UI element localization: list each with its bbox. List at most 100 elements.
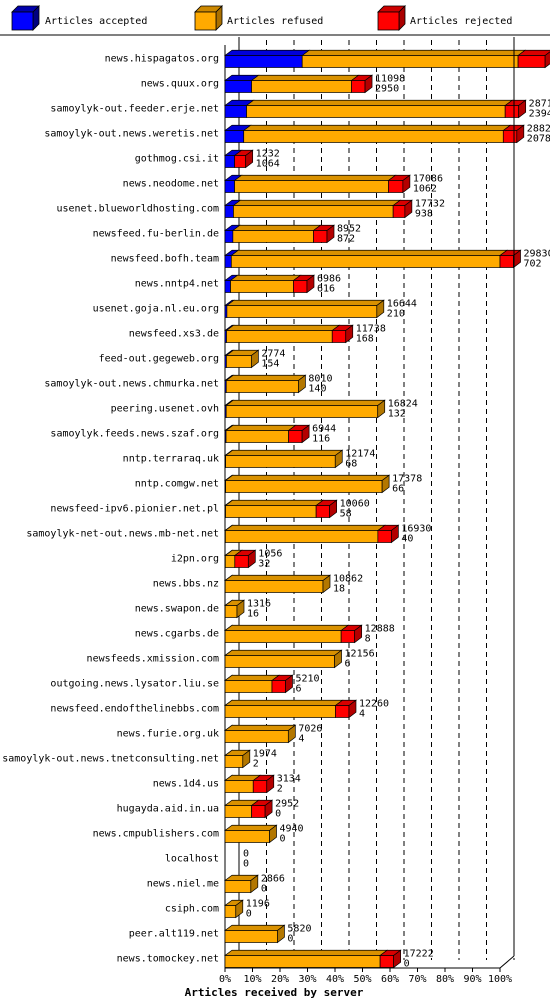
x-tick-label: 30% bbox=[298, 974, 316, 985]
bar-row bbox=[223, 574, 332, 594]
bar-rejected bbox=[335, 705, 350, 718]
bar-refused-top bbox=[224, 674, 281, 681]
server-label: news.furie.org.uk bbox=[117, 729, 219, 740]
bar-row bbox=[223, 924, 286, 944]
bar-refused bbox=[224, 705, 336, 718]
value-label-top: 10060 bbox=[340, 499, 370, 510]
value-label-bottom: 140 bbox=[308, 384, 326, 395]
bar-row bbox=[223, 724, 297, 744]
value-label-bottom: 2 bbox=[253, 759, 259, 770]
bar-row bbox=[223, 399, 386, 419]
server-label: news.hispagatos.org bbox=[105, 54, 219, 65]
value-label-top: 2774 bbox=[261, 349, 285, 360]
bar-refused bbox=[301, 55, 519, 68]
value-label-top: 1316 bbox=[247, 599, 271, 610]
bar-end-side bbox=[301, 424, 310, 444]
value-label-bottom: 210 bbox=[387, 309, 405, 320]
legend-refused-swatch-face bbox=[194, 11, 217, 31]
bar-rejected bbox=[252, 780, 268, 793]
server-label: peering.usenet.ovh bbox=[111, 404, 219, 415]
value-label-top: 6986 bbox=[317, 274, 341, 285]
value-label-bottom: 1064 bbox=[256, 159, 280, 170]
value-label-bottom: 6 bbox=[345, 659, 351, 670]
bar-row bbox=[223, 749, 251, 769]
bar-row bbox=[223, 124, 525, 144]
bar-refused bbox=[224, 655, 335, 668]
legend-rejected-swatch-face bbox=[377, 11, 400, 31]
bar-end-side bbox=[376, 299, 385, 319]
bar-rejected bbox=[288, 430, 303, 443]
server-label: news.tomockey.net bbox=[117, 954, 219, 965]
bar-refused-top bbox=[224, 424, 297, 431]
value-label-bottom: 8 bbox=[365, 634, 371, 645]
bar-refused-top bbox=[301, 49, 527, 56]
value-label-top: 1232 bbox=[256, 149, 280, 160]
bar-refused-top bbox=[229, 274, 302, 281]
bar-end-side bbox=[322, 574, 331, 594]
bar-accepted bbox=[224, 180, 235, 193]
bar-refused bbox=[224, 930, 278, 943]
x-tick-label: 80% bbox=[436, 974, 454, 985]
bar-row bbox=[223, 774, 275, 794]
value-label-bottom: 872 bbox=[337, 234, 355, 245]
bar-row bbox=[223, 474, 391, 494]
server-label: samoylyk-out.feeder.erje.net bbox=[50, 104, 219, 115]
value-label-bottom: 32 bbox=[258, 559, 270, 570]
server-label: peer.alt119.net bbox=[129, 929, 219, 940]
legend-accepted-swatch-face bbox=[11, 11, 34, 31]
value-label-top: 8010 bbox=[308, 374, 332, 385]
bar-refused bbox=[225, 455, 336, 468]
bar-refused-top bbox=[224, 499, 325, 506]
value-label-bottom: 0 bbox=[287, 934, 293, 945]
value-label-top: 12156 bbox=[345, 649, 375, 660]
server-label: usenet.blueworldhosting.com bbox=[56, 204, 219, 215]
server-label: newsfeed.fu-berlin.de bbox=[93, 229, 219, 240]
server-label: hugayda.aid.in.ua bbox=[117, 804, 219, 815]
bar-end-side bbox=[235, 899, 244, 919]
value-label-bottom: 0 bbox=[275, 809, 281, 820]
bar-rejected bbox=[504, 105, 520, 118]
server-label: csiph.com bbox=[165, 904, 219, 915]
bar-end-side bbox=[516, 124, 525, 144]
bar-end-side bbox=[298, 374, 306, 394]
bar-end-side bbox=[250, 874, 259, 894]
value-label-bottom: 0 bbox=[404, 959, 410, 970]
bar-refused bbox=[230, 280, 294, 293]
bar-refused bbox=[225, 505, 317, 518]
bar-row bbox=[223, 549, 257, 569]
server-label: newsfeed.endofthelinebbs.com bbox=[50, 704, 219, 715]
bar-refused bbox=[224, 955, 381, 968]
value-label-top: 28820 bbox=[527, 124, 550, 135]
value-label-bottom: 0 bbox=[246, 909, 252, 920]
value-label-bottom: 2078 bbox=[527, 134, 550, 145]
bar-refused-top bbox=[224, 649, 343, 656]
bar-accepted bbox=[224, 230, 234, 243]
bar-refused bbox=[224, 780, 254, 793]
value-label-bottom: 132 bbox=[388, 409, 406, 420]
bar-end-side bbox=[251, 349, 259, 369]
bar-row bbox=[223, 99, 527, 119]
value-label-top: 5210 bbox=[295, 674, 319, 685]
bar-refused-top bbox=[230, 249, 509, 256]
bar-refused bbox=[226, 355, 252, 368]
server-label: samoylyk.feeds.news.szaf.org bbox=[50, 429, 219, 440]
bar-refused bbox=[224, 680, 273, 693]
bar-end-side bbox=[334, 649, 342, 669]
value-label-top: 11098 bbox=[375, 74, 405, 85]
server-label: news.bbs.nz bbox=[153, 579, 219, 590]
bar-row bbox=[223, 799, 274, 819]
value-label-top: 12260 bbox=[359, 699, 389, 710]
bar-refused bbox=[246, 105, 506, 118]
value-label-top: 0 bbox=[243, 849, 249, 860]
value-label-top: 2866 bbox=[261, 874, 285, 885]
bar-refused-top bbox=[223, 924, 286, 931]
legend-refused: Articles refused bbox=[194, 5, 323, 31]
server-label: newsfeed.bofh.team bbox=[111, 254, 219, 265]
bar-end-side bbox=[285, 674, 293, 694]
bar-accepted bbox=[224, 55, 303, 68]
bar-refused-top bbox=[232, 199, 402, 206]
bar-refused bbox=[225, 430, 289, 443]
bar-end-side bbox=[245, 149, 254, 169]
x-tick-label: 50% bbox=[353, 974, 371, 985]
